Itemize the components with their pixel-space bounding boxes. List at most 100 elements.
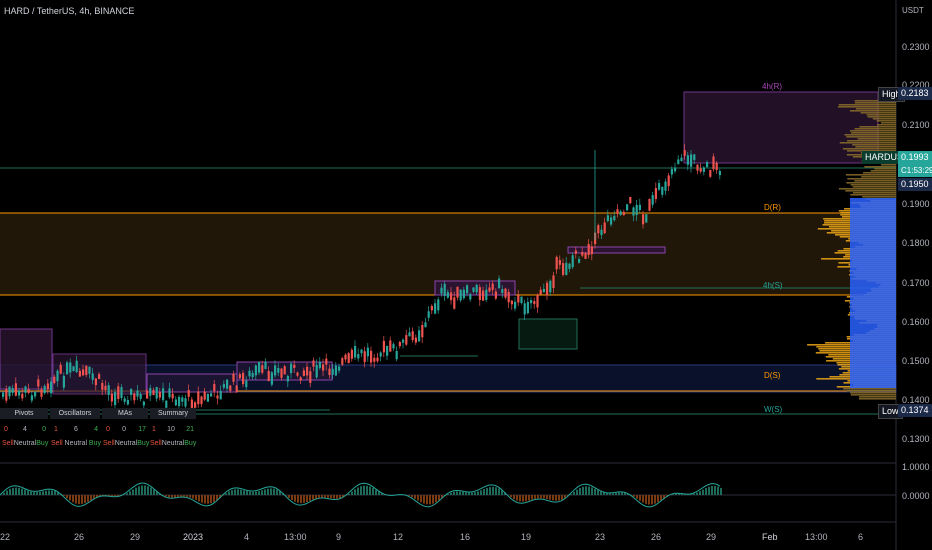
osc-bar [81,495,83,504]
candle-body [610,217,613,225]
osc-bar [540,495,542,499]
osc-axis[interactable]: 1.0000 0.0000 [902,462,930,501]
volume-profile-bar [859,396,896,398]
candle-body [568,263,571,269]
osc-bar [645,495,647,504]
candle-body [334,365,337,376]
volume-profile-bar [876,120,896,122]
candle-body [622,211,625,216]
candle-body [306,366,309,376]
candle-body [408,332,411,337]
oscillator [0,482,896,508]
candle-body [78,370,81,377]
osc-bar [252,491,254,495]
osc-bar [243,490,245,495]
osc-bar [639,495,641,501]
osc-bar [339,495,341,499]
candle-body [558,260,561,265]
candle-body [514,301,517,309]
countdown: C1:53:29 [898,164,932,177]
candle-body [24,386,27,393]
candle-body [446,292,449,298]
candle-body [248,370,251,377]
volume-profile-bar [847,140,896,142]
osc-bar [588,486,590,495]
candle-body [82,369,85,376]
candle-body [366,347,369,357]
candle-body [587,244,590,256]
candle-body [536,294,539,308]
candle-body [264,361,267,370]
osc-bar [513,495,515,500]
svg-text:29: 29 [706,532,716,542]
osc-bar [408,495,410,496]
osc-bar [426,495,428,505]
candle-body [597,225,600,234]
volume-profile-bar [847,178,896,180]
candle-body [165,400,168,408]
osc-bar [261,490,263,495]
osc-bar [108,495,110,496]
pivots-header: Pivots [0,408,48,419]
candle-body [600,229,603,236]
osc-bar [378,491,380,495]
candle-body [485,289,488,300]
osc-bar [219,495,221,498]
candle-body [200,396,203,405]
osc-bar [696,492,698,495]
candle-body [462,289,465,299]
osc-bar [618,492,620,495]
osc-bar [675,493,677,495]
candle-body [229,385,232,392]
volume-profile-bar [864,166,896,168]
candle-body [510,300,513,305]
osc-bar [441,495,443,499]
candle-body [30,395,33,401]
candle-body [699,168,702,172]
osc-bar [576,489,578,495]
candle-body [395,351,398,360]
osc-bar [138,486,140,495]
osc-bar [24,489,26,495]
osc-bar [75,495,77,504]
candle-body [302,370,305,376]
volume-profile-bar [877,124,896,126]
osc-bar [156,491,158,495]
candle-body [674,167,677,172]
osc-bar [717,486,719,495]
osc-bar [213,495,215,502]
svg-text:19: 19 [521,532,531,542]
osc-bar [33,492,35,495]
osc-bar [84,495,86,504]
candle-body [296,372,299,376]
osc-bar [318,495,320,498]
candle-body [450,292,453,301]
osc-bar [258,491,260,495]
candle-body [197,391,200,405]
candle-body [98,374,101,379]
osc-bar [87,495,89,502]
osc-bar [642,495,644,503]
candle-body [136,390,139,397]
svg-text:0.1800: 0.1800 [902,238,930,248]
osc-bar [435,495,437,503]
candle-body [453,297,456,309]
osc-bar [21,488,23,495]
time-axis[interactable]: 22 26 29 2023 4 13:00 9 12 16 19 23 26 2… [0,532,863,542]
candle-body [498,278,501,289]
osc-bar [3,492,5,495]
candle-body [539,289,542,295]
osc-bar [234,489,236,495]
candle-body [504,288,507,298]
candle-body [363,351,366,363]
osc-bar [558,495,560,501]
candle-body [312,360,315,367]
osc-bar [228,491,230,495]
price-axis[interactable]: 0.2300 0.2200 0.2100 0.1900 0.1800 0.170… [902,42,930,444]
candle-body [578,259,581,263]
volume-profile-bar [855,146,896,148]
osc-bar [207,495,209,504]
candle-body [584,252,587,259]
osc-bar [528,495,530,501]
